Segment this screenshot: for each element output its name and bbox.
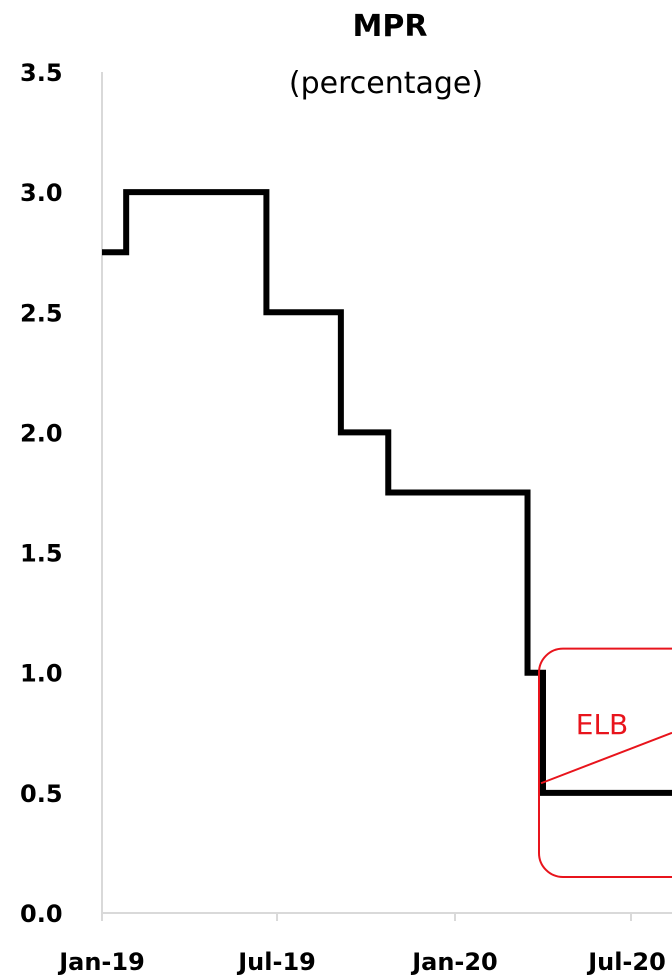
series-layer	[102, 189, 672, 796]
x-tick-label: Jan-19	[57, 948, 145, 976]
elb-highlight-box	[538, 647, 672, 878]
chart-subtitle: (percentage)	[289, 66, 483, 101]
x-axis: Jan-19 Jul-19 Jan-20 Jul-20	[57, 912, 672, 976]
y-tick-label: 1.5	[20, 540, 63, 568]
x-tick-label: Jul-19	[236, 948, 316, 976]
y-tick-label: 0.0	[20, 900, 63, 928]
series-line	[102, 189, 672, 796]
elb-label: ELB	[576, 708, 629, 741]
elb-pointer-line	[540, 731, 672, 785]
annotation-layer: ELB	[538, 647, 672, 878]
y-tick-label: 3.0	[20, 179, 63, 207]
y-tick-label: 1.0	[20, 660, 63, 688]
y-tick-label: 2.5	[20, 299, 63, 327]
y-axis: 0.0 0.5 1.0 1.5 2.0 2.5 3.0 3.5	[20, 59, 103, 928]
chart-title: MPR	[353, 9, 428, 44]
y-tick-label: 0.5	[20, 780, 63, 808]
x-tick-label: Jan-20	[410, 948, 498, 976]
y-tick-label: 3.5	[20, 59, 63, 87]
x-tick-label: Jul-20	[586, 948, 666, 976]
y-tick-label: 2.0	[20, 419, 63, 447]
